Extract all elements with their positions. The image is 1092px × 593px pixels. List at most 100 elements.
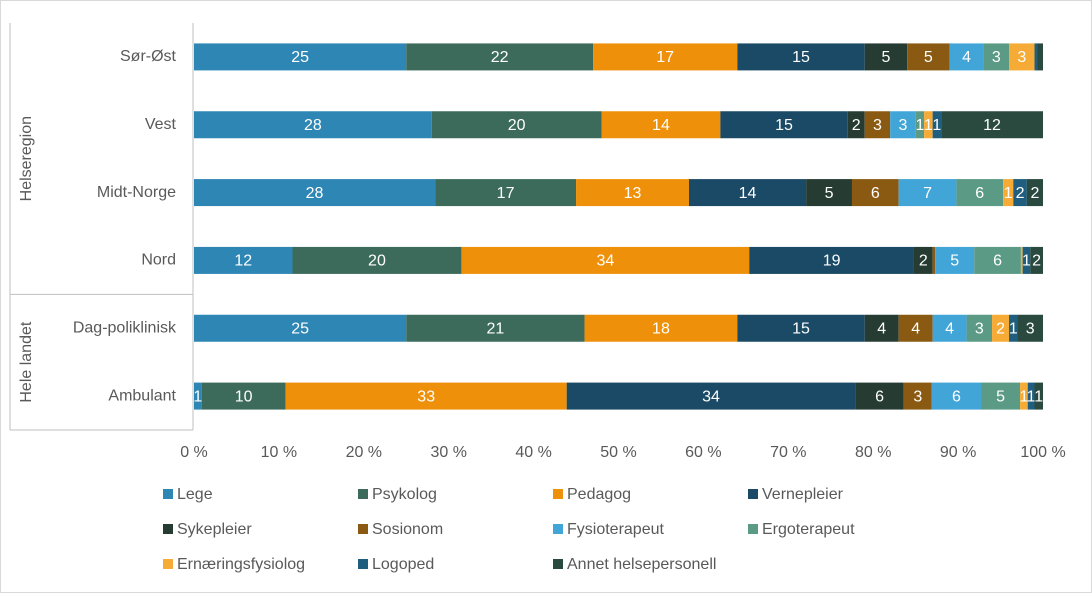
data-label: 2 bbox=[1016, 185, 1025, 202]
legend-label: Ernæringsfysiolog bbox=[177, 556, 305, 573]
bar-segment bbox=[907, 43, 950, 71]
data-label: 20 bbox=[508, 117, 526, 134]
x-tick-label: 40 % bbox=[515, 444, 551, 461]
data-label: 33 bbox=[417, 388, 435, 405]
bar-segment bbox=[194, 43, 407, 71]
data-label: 4 bbox=[962, 49, 971, 66]
data-label: 4 bbox=[945, 320, 954, 337]
data-label: 1 bbox=[1009, 320, 1018, 337]
data-label: 6 bbox=[875, 388, 884, 405]
legend-label: Lege bbox=[177, 486, 213, 503]
data-label: 28 bbox=[306, 185, 324, 202]
bar-segment bbox=[737, 314, 865, 342]
x-tick-label: 10 % bbox=[261, 444, 297, 461]
bar-segment bbox=[720, 111, 848, 139]
bar-segment bbox=[913, 246, 933, 274]
data-label: 6 bbox=[975, 185, 984, 202]
data-label: 1 bbox=[932, 117, 941, 134]
bar-segment bbox=[864, 43, 908, 71]
bar-segment bbox=[1013, 179, 1027, 207]
bar-segment bbox=[201, 382, 286, 410]
bar-segment bbox=[924, 111, 933, 139]
bar-segment bbox=[688, 179, 807, 207]
data-label: 15 bbox=[775, 117, 793, 134]
data-label: 2 bbox=[1030, 185, 1039, 202]
bar-segment bbox=[1009, 314, 1018, 342]
y-tick-label: Nord bbox=[141, 252, 176, 269]
data-label: 3 bbox=[1026, 320, 1035, 337]
x-tick-label: 70 % bbox=[770, 444, 806, 461]
bar-segment bbox=[1020, 382, 1028, 410]
group-label: Helseregion bbox=[18, 116, 35, 201]
x-tick-label: 100 % bbox=[1020, 444, 1065, 461]
bar-segment bbox=[194, 179, 436, 207]
data-label: 3 bbox=[1017, 49, 1026, 66]
bar-segment bbox=[1022, 246, 1031, 274]
bar-segment bbox=[898, 179, 957, 207]
bar-segment bbox=[1009, 43, 1035, 71]
x-tick-label: 90 % bbox=[940, 444, 976, 461]
bar-segment bbox=[1017, 314, 1043, 342]
data-label: 2 bbox=[1032, 253, 1041, 270]
bar-segment bbox=[285, 382, 567, 410]
legend-marker bbox=[358, 559, 368, 569]
data-label: 25 bbox=[291, 320, 309, 337]
bar-segment bbox=[932, 246, 936, 274]
bar-segment bbox=[855, 382, 904, 410]
legend-label: Psykolog bbox=[372, 486, 437, 503]
data-label: 5 bbox=[924, 49, 933, 66]
data-label: 15 bbox=[792, 320, 810, 337]
bar-segment bbox=[864, 314, 899, 342]
bar-segment bbox=[890, 111, 916, 139]
data-label: 17 bbox=[497, 185, 515, 202]
legend-label: Logoped bbox=[372, 556, 434, 573]
legend-label: Vernepleier bbox=[762, 486, 844, 503]
bar-segment bbox=[981, 382, 1021, 410]
x-tick-label: 30 % bbox=[430, 444, 466, 461]
data-label: 1 bbox=[1004, 185, 1013, 202]
bar-segment bbox=[194, 111, 432, 139]
data-label: 1 bbox=[1019, 388, 1028, 405]
data-label: 6 bbox=[993, 253, 1002, 270]
bar-segment bbox=[851, 179, 899, 207]
bar-segment bbox=[1003, 179, 1014, 207]
bar-segment bbox=[931, 382, 982, 410]
bar-segment bbox=[1030, 246, 1043, 274]
y-tick-label: Vest bbox=[145, 116, 177, 133]
bar-segment bbox=[749, 246, 914, 274]
data-label: 5 bbox=[881, 49, 890, 66]
legend-label: Sykepleier bbox=[177, 521, 252, 538]
bar-segment bbox=[974, 246, 1021, 274]
data-label: 25 bbox=[291, 49, 309, 66]
bar-segment bbox=[194, 382, 202, 410]
legend-label: Annet helsepersonell bbox=[567, 556, 716, 573]
bar-segment bbox=[966, 314, 993, 342]
bar-segment bbox=[406, 43, 594, 71]
legend-marker bbox=[553, 524, 563, 534]
bar-segment bbox=[601, 111, 721, 139]
bar-segment bbox=[1034, 382, 1043, 410]
data-label: 15 bbox=[792, 49, 810, 66]
data-label: 18 bbox=[652, 320, 670, 337]
bar-segment bbox=[932, 314, 967, 342]
x-tick-label: 50 % bbox=[600, 444, 636, 461]
data-label: 5 bbox=[825, 185, 834, 202]
y-tick-label: Sør-Øst bbox=[120, 48, 177, 65]
bar-segment bbox=[903, 382, 932, 410]
legend-label: Ergoterapeut bbox=[762, 521, 855, 538]
data-label: 5 bbox=[950, 253, 959, 270]
x-tick-label: 20 % bbox=[346, 444, 382, 461]
data-label: 1 bbox=[924, 117, 933, 134]
data-label: 34 bbox=[702, 388, 720, 405]
bar-segment bbox=[949, 43, 984, 71]
bar-segment bbox=[576, 179, 689, 207]
data-label: 2 bbox=[852, 117, 861, 134]
x-tick-label: 60 % bbox=[685, 444, 721, 461]
bar-segment bbox=[1037, 43, 1043, 71]
bar-segment bbox=[935, 246, 975, 274]
data-label: 1 bbox=[1034, 388, 1043, 405]
bar-segment bbox=[956, 179, 1004, 207]
data-label: 3 bbox=[975, 320, 984, 337]
data-label: 4 bbox=[911, 320, 920, 337]
bar-segment bbox=[915, 111, 925, 139]
